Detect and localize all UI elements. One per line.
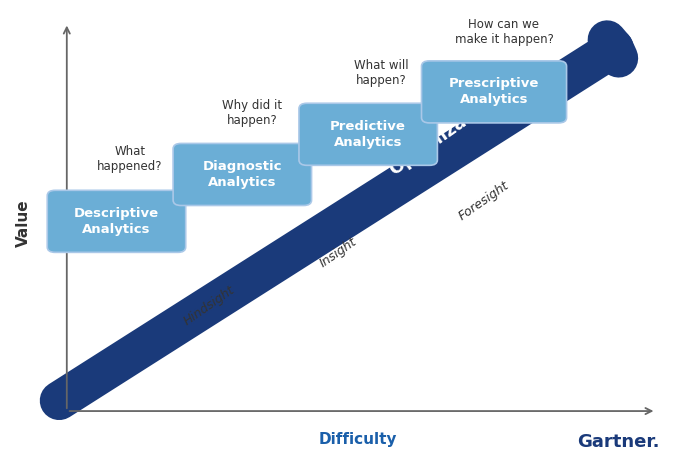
FancyBboxPatch shape — [173, 143, 312, 206]
FancyBboxPatch shape — [47, 190, 186, 252]
Text: Insight: Insight — [317, 235, 359, 270]
Text: Prescriptive
Analytics: Prescriptive Analytics — [449, 77, 539, 106]
FancyBboxPatch shape — [299, 103, 437, 166]
Text: Why did it
happen?: Why did it happen? — [222, 99, 282, 127]
Text: Diagnostic
Analytics: Diagnostic Analytics — [203, 160, 282, 189]
Text: How can we
make it happen?: How can we make it happen? — [455, 18, 553, 46]
Text: What will
happen?: What will happen? — [354, 59, 408, 87]
Text: Optimization: Optimization — [386, 90, 503, 179]
FancyBboxPatch shape — [422, 61, 566, 123]
Text: Information: Information — [89, 249, 197, 332]
Text: Hindsight: Hindsight — [181, 284, 237, 328]
Text: Value: Value — [17, 200, 31, 247]
Text: Foresight: Foresight — [457, 179, 512, 223]
Text: Difficulty: Difficulty — [319, 432, 397, 447]
Text: Gartner.: Gartner. — [577, 433, 660, 451]
Text: Predictive
Analytics: Predictive Analytics — [331, 120, 406, 149]
Text: What
happened?: What happened? — [97, 145, 162, 173]
Text: Descriptive
Analytics: Descriptive Analytics — [74, 207, 159, 236]
